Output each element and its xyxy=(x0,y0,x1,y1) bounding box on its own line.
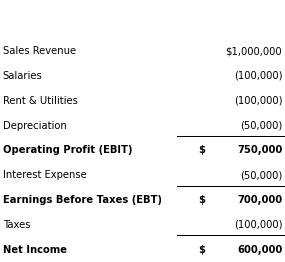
Text: $: $ xyxy=(198,245,205,255)
Text: (100,000): (100,000) xyxy=(234,71,282,81)
Text: (50,000): (50,000) xyxy=(240,170,282,180)
Text: (100,000): (100,000) xyxy=(234,220,282,230)
Text: Operating Profit (EBIT): Operating Profit (EBIT) xyxy=(3,145,132,155)
Text: Interest Expense: Interest Expense xyxy=(3,170,87,180)
Text: $: $ xyxy=(198,145,205,155)
Text: Rent & Utilities: Rent & Utilities xyxy=(3,96,78,106)
Text: Taxes: Taxes xyxy=(3,220,30,230)
Text: Net Income: Net Income xyxy=(3,245,67,255)
Text: Earnings Before Taxes (EBT): Earnings Before Taxes (EBT) xyxy=(3,195,162,205)
Text: Depreciation: Depreciation xyxy=(3,121,67,130)
Text: Sales Revenue: Sales Revenue xyxy=(3,46,76,56)
Text: 750,000: 750,000 xyxy=(237,145,282,155)
Text: (100,000): (100,000) xyxy=(234,96,282,106)
Text: December 31, 2009: December 31, 2009 xyxy=(80,25,205,35)
Text: Salaries: Salaries xyxy=(3,71,42,81)
Text: Income Statement for the Year Ending: Income Statement for the Year Ending xyxy=(19,7,266,17)
Text: 600,000: 600,000 xyxy=(237,245,282,255)
Text: $: $ xyxy=(198,195,205,205)
Text: 700,000: 700,000 xyxy=(237,195,282,205)
Text: $1,000,000: $1,000,000 xyxy=(225,46,282,56)
Text: (50,000): (50,000) xyxy=(240,121,282,130)
